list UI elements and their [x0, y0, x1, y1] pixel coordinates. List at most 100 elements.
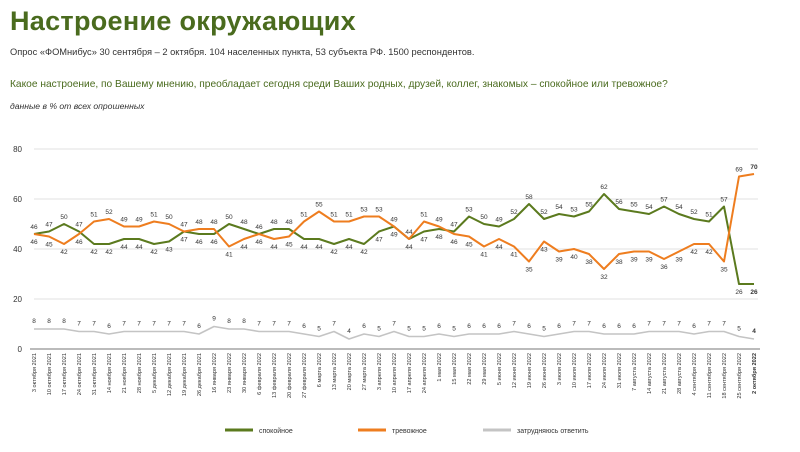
x-tick-label: 3 апреля 2022 — [377, 353, 383, 390]
x-tick-label: 19 декабря 2021 — [182, 353, 188, 396]
x-tick-label: 25 сентября 2022 — [737, 353, 743, 399]
data-label-anxious: 39 — [675, 257, 683, 264]
x-tick-label: 28 ноября 2021 — [137, 353, 143, 393]
data-label-calm: 54 — [555, 204, 563, 211]
x-tick-label: 10 октября 2021 — [47, 353, 53, 395]
data-label-anxious: 70 — [750, 164, 758, 171]
data-label-unsure: 8 — [62, 318, 66, 325]
data-label-calm: 46 — [210, 239, 218, 246]
data-label-anxious: 42 — [705, 249, 713, 256]
data-label-unsure: 4 — [752, 328, 756, 335]
x-tick-label: 30 января 2022 — [242, 353, 248, 393]
x-tick-label: 26 декабря 2021 — [197, 353, 203, 396]
data-label-unsure: 5 — [542, 326, 546, 333]
data-label-calm: 56 — [615, 199, 623, 206]
units-note: данные в % от всех опрошенных — [10, 101, 145, 111]
x-tick-label: 24 июля 2022 — [602, 353, 608, 388]
data-label-unsure: 7 — [512, 321, 516, 328]
data-label-calm: 42 — [330, 249, 338, 256]
data-label-calm: 26 — [735, 289, 743, 296]
series-line-anxious — [33, 173, 755, 270]
data-label-unsure: 8 — [227, 318, 231, 325]
y-tick-label: 20 — [13, 295, 22, 304]
data-label-calm: 48 — [270, 219, 278, 226]
data-label-unsure: 6 — [197, 323, 201, 330]
data-label-calm: 53 — [465, 207, 473, 214]
x-tick-label: 11 сентября 2022 — [707, 353, 713, 398]
x-tick-label: 27 марта 2022 — [362, 353, 368, 390]
data-label-anxious: 41 — [510, 252, 518, 259]
x-tick-label: 27 февраля 2022 — [302, 353, 308, 398]
data-label-unsure: 6 — [302, 323, 306, 330]
data-label-calm: 46 — [30, 224, 38, 231]
data-label-unsure: 7 — [272, 321, 276, 328]
y-tick-label: 40 — [13, 245, 22, 254]
x-tick-label: 10 июля 2022 — [572, 353, 578, 388]
data-label-unsure: 5 — [422, 326, 426, 333]
data-label-anxious: 51 — [345, 212, 353, 219]
data-label-unsure: 7 — [77, 321, 81, 328]
data-label-anxious: 45 — [45, 242, 53, 249]
x-tick-label: 14 августа 2022 — [647, 353, 653, 394]
data-label-anxious: 53 — [360, 207, 368, 214]
x-tick-label: 7 августа 2022 — [632, 353, 638, 391]
x-tick-label: 4 сентября 2022 — [692, 353, 698, 396]
x-tick-label: 1 мая 2022 — [437, 353, 443, 382]
data-label-unsure: 7 — [287, 321, 291, 328]
data-label-unsure: 7 — [92, 321, 96, 328]
data-label-unsure: 7 — [572, 321, 576, 328]
x-tick-label: 10 апреля 2022 — [392, 353, 398, 393]
data-label-unsure: 7 — [332, 321, 336, 328]
data-label-unsure: 8 — [47, 318, 51, 325]
x-tick-label: 16 января 2022 — [212, 353, 218, 393]
data-label-calm: 44 — [315, 244, 323, 251]
data-label-calm: 49 — [495, 217, 503, 224]
data-label-unsure: 7 — [722, 321, 726, 328]
x-tick-label: 20 марта 2022 — [347, 353, 353, 390]
data-label-calm: 44 — [405, 229, 413, 236]
x-tick-label: 19 июня 2022 — [527, 353, 533, 388]
data-label-unsure: 7 — [662, 321, 666, 328]
data-label-unsure: 6 — [602, 323, 606, 330]
data-label-anxious: 49 — [120, 217, 128, 224]
data-label-unsure: 6 — [632, 323, 636, 330]
data-label-unsure: 6 — [362, 323, 366, 330]
data-label-anxious: 49 — [435, 217, 443, 224]
data-label-unsure: 4 — [347, 328, 351, 335]
data-label-unsure: 7 — [392, 321, 396, 328]
x-tick-label: 3 октября 2021 — [32, 353, 38, 392]
data-label-unsure: 6 — [437, 323, 441, 330]
data-label-anxious: 46 — [75, 239, 83, 246]
data-label-anxious: 43 — [540, 247, 548, 254]
data-label-unsure: 7 — [182, 321, 186, 328]
x-tick-label: 29 мая 2022 — [482, 353, 488, 385]
data-label-calm: 50 — [225, 214, 233, 221]
x-tick-label: 20 февраля 2022 — [287, 353, 293, 398]
data-label-calm: 47 — [45, 222, 53, 229]
data-label-calm: 53 — [570, 207, 578, 214]
x-tick-label: 5 июня 2022 — [497, 353, 503, 385]
x-tick-label: 14 ноября 2021 — [107, 353, 113, 393]
x-tick-label: 24 октября 2021 — [77, 353, 83, 395]
x-tick-label: 12 декабря 2021 — [167, 353, 173, 396]
data-label-anxious: 35 — [720, 267, 728, 274]
data-label-unsure: 5 — [377, 326, 381, 333]
data-label-calm: 44 — [300, 244, 308, 251]
data-label-anxious: 48 — [195, 219, 203, 226]
data-label-unsure: 6 — [107, 323, 111, 330]
data-label-anxious: 44 — [270, 244, 278, 251]
data-label-calm: 43 — [165, 247, 173, 254]
data-label-anxious: 32 — [600, 274, 608, 281]
y-tick-label: 0 — [18, 345, 23, 354]
data-label-unsure: 7 — [137, 321, 141, 328]
data-label-anxious: 44 — [240, 244, 248, 251]
x-tick-label: 13 февраля 2022 — [272, 353, 278, 398]
data-label-unsure: 7 — [677, 321, 681, 328]
data-label-calm: 47 — [75, 222, 83, 229]
data-label-unsure: 6 — [557, 323, 561, 330]
x-tick-label: 26 июня 2022 — [542, 353, 548, 388]
data-label-anxious: 55 — [315, 202, 323, 209]
data-label-anxious: 49 — [390, 232, 398, 239]
x-tick-label: 17 июля 2022 — [587, 353, 593, 388]
y-tick-label: 60 — [13, 195, 22, 204]
